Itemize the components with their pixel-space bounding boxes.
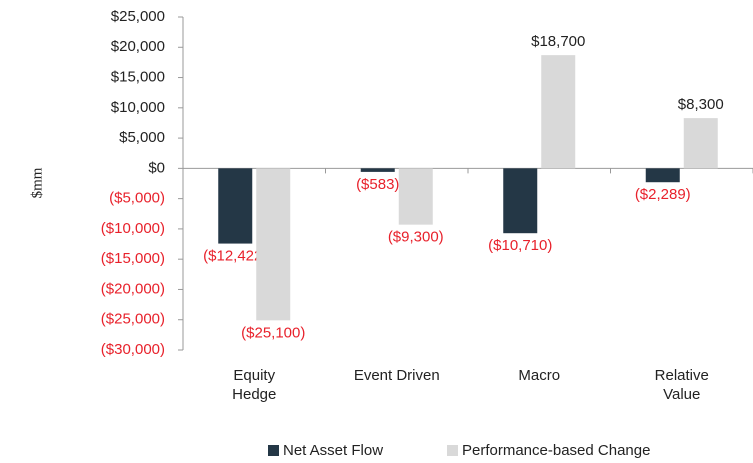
x-tick-label: Event Driven — [353, 367, 440, 384]
y-tick-label: $20,000 — [111, 38, 165, 55]
x-tick-label: Equity Hedge — [232, 367, 277, 403]
y-tick-label: ($10,000) — [101, 220, 165, 237]
y-tick-label: $10,000 — [111, 99, 165, 116]
y-tick-label: ($25,000) — [101, 311, 165, 328]
y-tick-label: $5,000 — [119, 129, 165, 146]
y-tick-label: $25,000 — [111, 8, 165, 25]
y-tick-label: ($30,000) — [101, 341, 165, 358]
legend-label: Performance-based Change — [462, 442, 650, 459]
bar — [503, 168, 538, 234]
bar — [683, 118, 718, 169]
legend-swatch — [447, 445, 458, 456]
x-tick-label: Macro — [518, 367, 561, 384]
data-label: ($10,710) — [488, 237, 552, 254]
bar — [398, 168, 433, 225]
data-label: ($12,422) — [203, 248, 267, 265]
data-label: ($2,289) — [635, 186, 691, 203]
y-tick-label: ($20,000) — [101, 280, 165, 297]
y-tick-label: ($5,000) — [109, 190, 165, 207]
bar — [645, 168, 680, 183]
data-label: ($583) — [356, 176, 399, 193]
data-label: ($25,100) — [241, 324, 305, 341]
bar — [256, 168, 291, 321]
data-label: $8,300 — [678, 96, 724, 113]
data-label: ($9,300) — [388, 229, 444, 246]
y-tick-label: $0 — [148, 159, 165, 176]
bar — [360, 168, 395, 172]
y-axis-label: $mm — [29, 167, 45, 198]
y-tick-label: ($15,000) — [101, 250, 165, 267]
y-tick-label: $15,000 — [111, 69, 165, 86]
bar — [218, 168, 253, 244]
legend-swatch — [268, 445, 279, 456]
x-tick-label: Relative Value — [654, 367, 709, 403]
legend-label: Net Asset Flow — [283, 442, 383, 459]
data-label: $18,700 — [531, 33, 585, 50]
bar — [541, 55, 576, 169]
